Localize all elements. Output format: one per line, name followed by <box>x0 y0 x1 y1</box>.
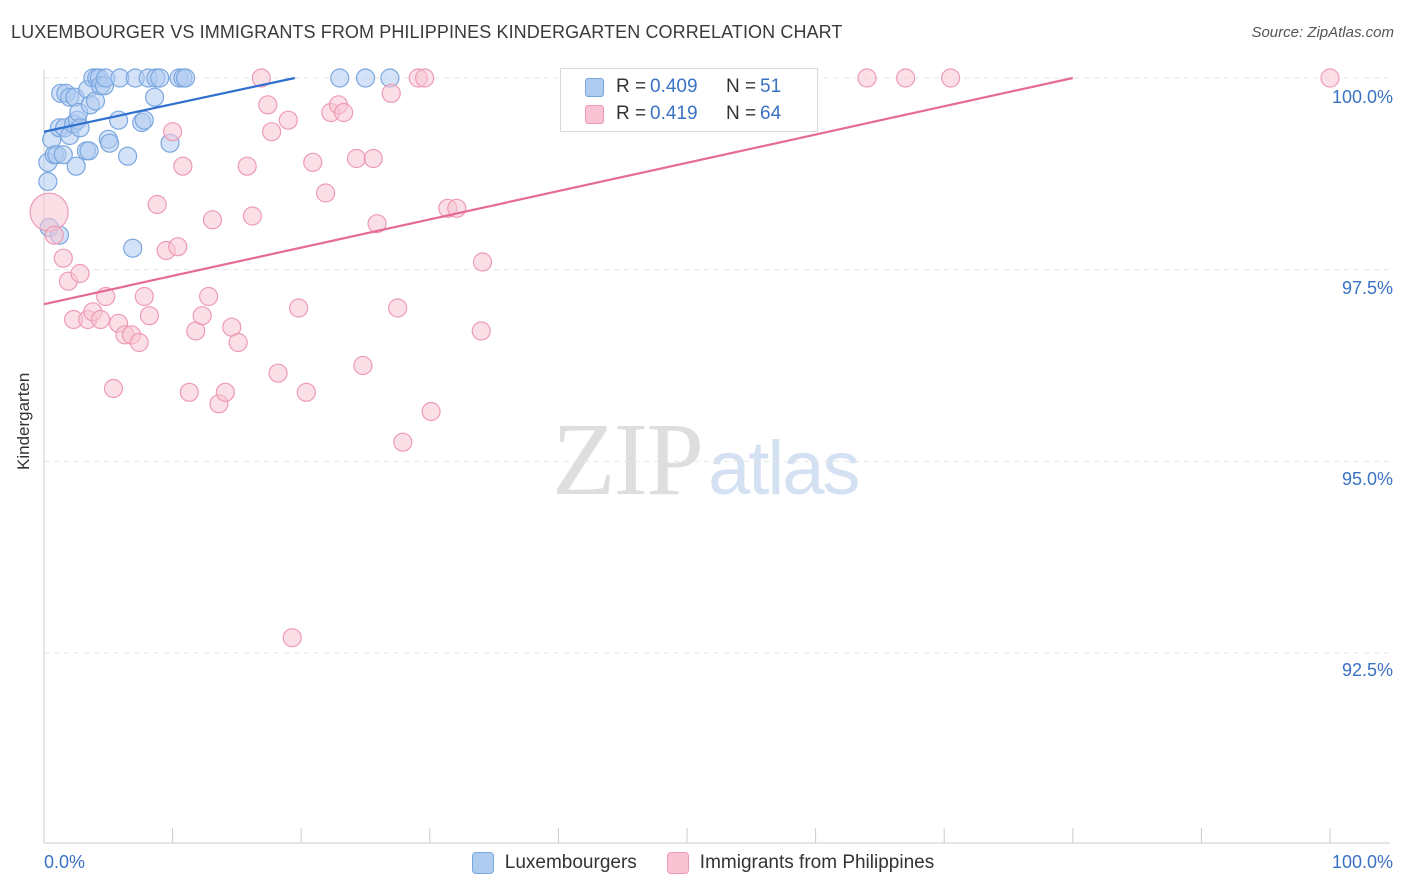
legend-label: Luxembourgers <box>504 852 637 873</box>
n-value: 51 <box>760 76 782 97</box>
philippines-point <box>346 148 367 169</box>
philippines-point <box>367 214 387 234</box>
philippines-point <box>103 378 124 399</box>
philippines-point <box>334 102 354 123</box>
x-tick-label: 100.0% <box>1331 852 1393 872</box>
philippines-point <box>251 68 271 88</box>
luxembourger-point <box>134 110 154 130</box>
legend-swatch-blue <box>585 77 604 97</box>
philippines-point <box>388 298 408 318</box>
x-tick-label: 0.0% <box>44 852 86 872</box>
philippines-point <box>289 298 309 318</box>
philippines-point <box>303 152 323 172</box>
philippines-point <box>316 183 336 203</box>
luxembourger-point <box>150 68 170 88</box>
philippines-point <box>147 194 167 215</box>
philippines-point <box>228 332 248 353</box>
legend-label: Immigrants from Philippines <box>699 852 935 873</box>
philippines-point <box>896 68 916 88</box>
y-tick-label: 97.5% <box>1341 278 1393 298</box>
legend-swatch-blue <box>471 852 494 874</box>
series-legend: Luxembourgers Immigrants from Philippine… <box>0 852 1406 874</box>
legend-item-luxembourgers[interactable]: Luxembourgers <box>471 852 637 874</box>
watermark-zip: ZIP <box>552 402 704 517</box>
philippines-point <box>353 355 373 376</box>
watermark: ZIPatlas <box>552 400 861 519</box>
philippines-point <box>282 628 302 648</box>
legend-item-philippines[interactable]: Immigrants from Philippines <box>666 852 935 874</box>
philippines-point <box>296 382 316 402</box>
philippines-point <box>1320 68 1340 88</box>
philippines-point <box>192 306 212 326</box>
philippines-point <box>268 363 288 383</box>
r-label: R = <box>616 76 647 97</box>
philippines-point <box>472 252 493 272</box>
legend-swatch-pink <box>666 852 689 874</box>
n-value: 64 <box>760 103 782 124</box>
luxembourger-point <box>175 68 196 88</box>
philippines-point <box>258 95 278 115</box>
philippines-point <box>393 432 413 452</box>
philippines-point <box>168 237 188 257</box>
philippines-point <box>90 309 111 330</box>
luxembourger-point <box>355 68 376 88</box>
luxembourger-point <box>99 133 120 153</box>
philippines-point <box>29 192 69 232</box>
philippines-point <box>44 225 64 245</box>
luxembourger-point <box>123 238 143 258</box>
philippines-point <box>415 68 435 88</box>
luxembourger-point <box>144 87 165 107</box>
r-value: 0.419 <box>650 103 698 124</box>
philippines-trendline <box>43 76 1074 306</box>
r-value: 0.409 <box>650 76 698 97</box>
stats-row-luxembourgers: R = 0.409 N = 51 <box>585 74 781 100</box>
y-tick-label: 92.5% <box>1341 660 1393 680</box>
philippines-point <box>199 286 219 307</box>
philippines-point <box>139 306 160 326</box>
y-axis-label: Kindergarten <box>14 372 33 470</box>
philippines-point <box>173 156 193 176</box>
philippines-point <box>134 286 154 307</box>
n-label: N = <box>726 76 757 97</box>
philippines-point <box>163 122 183 142</box>
philippines-point <box>237 156 257 176</box>
philippines-point <box>857 68 877 88</box>
philippines-point <box>381 83 401 103</box>
watermark-atlas: atlas <box>708 426 861 511</box>
luxembourger-point <box>66 156 86 176</box>
stats-row-philippines: R = 0.419 N = 64 <box>585 101 781 127</box>
philippines-point <box>471 321 491 341</box>
philippines-point <box>179 382 199 402</box>
source-label: Source: ZipAtlas.com <box>1251 24 1394 41</box>
philippines-point <box>215 382 235 402</box>
philippines-point <box>202 210 223 230</box>
chart-title: LUXEMBOURGER VS IMMIGRANTS FROM PHILIPPI… <box>11 22 843 42</box>
philippines-point <box>53 248 73 268</box>
philippines-point <box>363 148 383 169</box>
stats-legend: R = 0.409 N = 51 R = 0.419 N = 64 <box>560 68 818 132</box>
philippines-point <box>129 332 149 353</box>
luxembourger-point <box>330 68 350 88</box>
n-label: N = <box>726 103 757 124</box>
philippines-point <box>242 206 262 226</box>
philippines-point <box>421 401 441 422</box>
luxembourger-point <box>53 145 73 165</box>
r-label: R = <box>616 103 647 124</box>
philippines-point <box>70 263 90 284</box>
luxembourger-point <box>117 146 138 166</box>
philippines-point <box>278 110 298 130</box>
luxembourger-point <box>79 141 99 161</box>
y-tick-label: 95.0% <box>1341 469 1393 489</box>
philippines-point <box>941 68 961 88</box>
luxembourger-point <box>38 171 58 192</box>
y-tick-label: 100.0% <box>1331 87 1393 107</box>
philippines-point <box>262 122 282 142</box>
luxembourger-trendline <box>43 76 296 133</box>
legend-swatch-pink <box>585 104 604 124</box>
